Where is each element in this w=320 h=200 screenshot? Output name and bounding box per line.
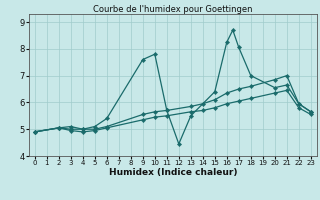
Title: Courbe de l'humidex pour Goettingen: Courbe de l'humidex pour Goettingen <box>93 5 252 14</box>
X-axis label: Humidex (Indice chaleur): Humidex (Indice chaleur) <box>108 168 237 177</box>
